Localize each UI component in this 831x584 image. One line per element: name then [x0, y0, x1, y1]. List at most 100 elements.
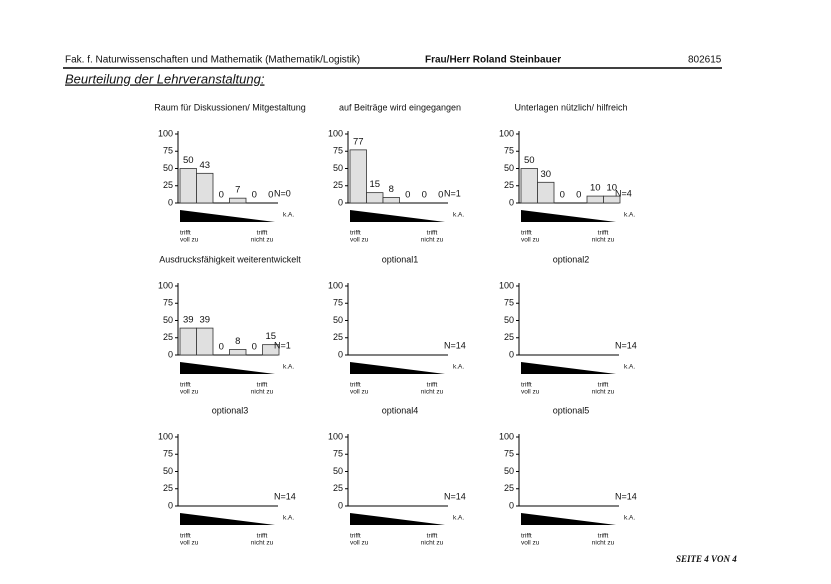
- scale-left-label: trifft: [521, 230, 532, 237]
- scale-left-label: trifft: [521, 533, 532, 540]
- value-label: 0: [405, 190, 410, 201]
- value-label: 7: [235, 185, 240, 196]
- n-label: N=14: [444, 491, 466, 501]
- bar: [262, 344, 280, 356]
- n-label: N=4: [615, 188, 632, 198]
- value-label: 50: [183, 155, 194, 166]
- y-tick-label: 25: [163, 332, 173, 342]
- na-label: k.A.: [453, 364, 464, 371]
- heading: Beurteilung der Lehrveranstaltung:: [65, 71, 265, 86]
- scale-left-label: voll zu: [180, 389, 199, 396]
- chart-title: optional1: [382, 254, 419, 264]
- y-tick-label: 0: [509, 500, 514, 510]
- bar: [537, 181, 555, 204]
- value-label: 0: [560, 190, 565, 201]
- value-label: 0: [576, 190, 581, 201]
- scale-left-label: voll zu: [350, 237, 369, 244]
- y-tick-label: 25: [163, 180, 173, 190]
- scale-right-label: nicht zu: [592, 237, 615, 244]
- bar: [229, 349, 247, 356]
- n-label: N=14: [615, 491, 637, 501]
- y-tick-label: 75: [163, 298, 173, 308]
- scale-wedge: [521, 210, 616, 222]
- chart-title: Raum für Diskussionen/ Mitgestaltung: [154, 102, 306, 112]
- bar: [520, 168, 538, 204]
- scale-right-label: nicht zu: [251, 540, 274, 547]
- y-tick-label: 0: [168, 197, 173, 207]
- value-label: 8: [235, 336, 240, 347]
- value-label: 0: [252, 342, 257, 353]
- scale-wedge: [350, 362, 445, 374]
- y-tick-label: 100: [158, 280, 173, 290]
- y-tick-label: 25: [504, 180, 514, 190]
- value-label: 0: [422, 190, 427, 201]
- y-tick-label: 25: [333, 332, 343, 342]
- chart-title: optional2: [553, 254, 590, 264]
- y-tick-label: 50: [504, 466, 514, 476]
- bar: [196, 172, 214, 204]
- scale-right-label: nicht zu: [251, 237, 274, 244]
- value-label: 0: [268, 190, 273, 201]
- scale-right-label: nicht zu: [421, 237, 444, 244]
- y-tick-label: 50: [333, 466, 343, 476]
- value-label: 15: [369, 179, 380, 190]
- scale-left-label: trifft: [180, 533, 191, 540]
- y-tick-label: 75: [504, 146, 514, 156]
- scale-right-label: nicht zu: [592, 540, 615, 547]
- scale-wedge: [180, 362, 275, 374]
- y-tick-label: 75: [163, 146, 173, 156]
- bar: [229, 197, 247, 204]
- chart-title: optional3: [212, 405, 249, 415]
- scale-right-label: trifft: [257, 533, 268, 540]
- bar: [179, 327, 197, 356]
- scale-left-label: voll zu: [521, 237, 540, 244]
- bar: [196, 327, 214, 356]
- na-label: k.A.: [624, 212, 635, 219]
- y-tick-label: 75: [333, 449, 343, 459]
- y-tick-label: 25: [504, 483, 514, 493]
- scale-right-label: trifft: [427, 382, 438, 389]
- scale-right-label: trifft: [257, 382, 268, 389]
- scale-wedge: [350, 513, 445, 525]
- y-tick-label: 100: [158, 128, 173, 138]
- bar: [382, 197, 400, 204]
- y-tick-label: 25: [333, 483, 343, 493]
- scale-left-label: voll zu: [350, 540, 369, 547]
- scale-wedge: [180, 513, 275, 525]
- na-label: k.A.: [283, 364, 294, 371]
- chart-title: Unterlagen nützlich/ hilfreich: [514, 102, 627, 112]
- footer: SEITE 4 VON 4: [676, 554, 737, 564]
- y-tick-label: 100: [158, 431, 173, 441]
- y-tick-label: 50: [163, 163, 173, 173]
- na-label: k.A.: [624, 515, 635, 522]
- scale-left-label: trifft: [350, 230, 361, 237]
- chart-title: optional5: [553, 405, 590, 415]
- y-tick-label: 0: [509, 197, 514, 207]
- y-tick-label: 75: [504, 298, 514, 308]
- scale-right-label: nicht zu: [592, 389, 615, 396]
- na-label: k.A.: [453, 515, 464, 522]
- value-label: 10: [606, 183, 617, 194]
- bar: [349, 149, 367, 204]
- scale-right-label: nicht zu: [421, 389, 444, 396]
- bar: [366, 192, 384, 204]
- y-tick-label: 100: [328, 431, 343, 441]
- value-label: 30: [540, 169, 551, 180]
- value-label: 0: [219, 190, 224, 201]
- scale-right-label: trifft: [427, 230, 438, 237]
- y-tick-label: 100: [328, 128, 343, 138]
- na-label: k.A.: [453, 212, 464, 219]
- value-label: 77: [353, 136, 364, 147]
- scale-right-label: trifft: [598, 230, 609, 237]
- n-label: N=1: [444, 188, 461, 198]
- y-tick-label: 75: [504, 449, 514, 459]
- value-label: 8: [389, 184, 394, 195]
- scale-left-label: voll zu: [521, 389, 540, 396]
- y-tick-label: 50: [163, 315, 173, 325]
- scale-right-label: trifft: [257, 230, 268, 237]
- scale-wedge: [180, 210, 275, 222]
- y-tick-label: 25: [504, 332, 514, 342]
- value-label: 39: [199, 315, 210, 326]
- bar: [179, 168, 197, 204]
